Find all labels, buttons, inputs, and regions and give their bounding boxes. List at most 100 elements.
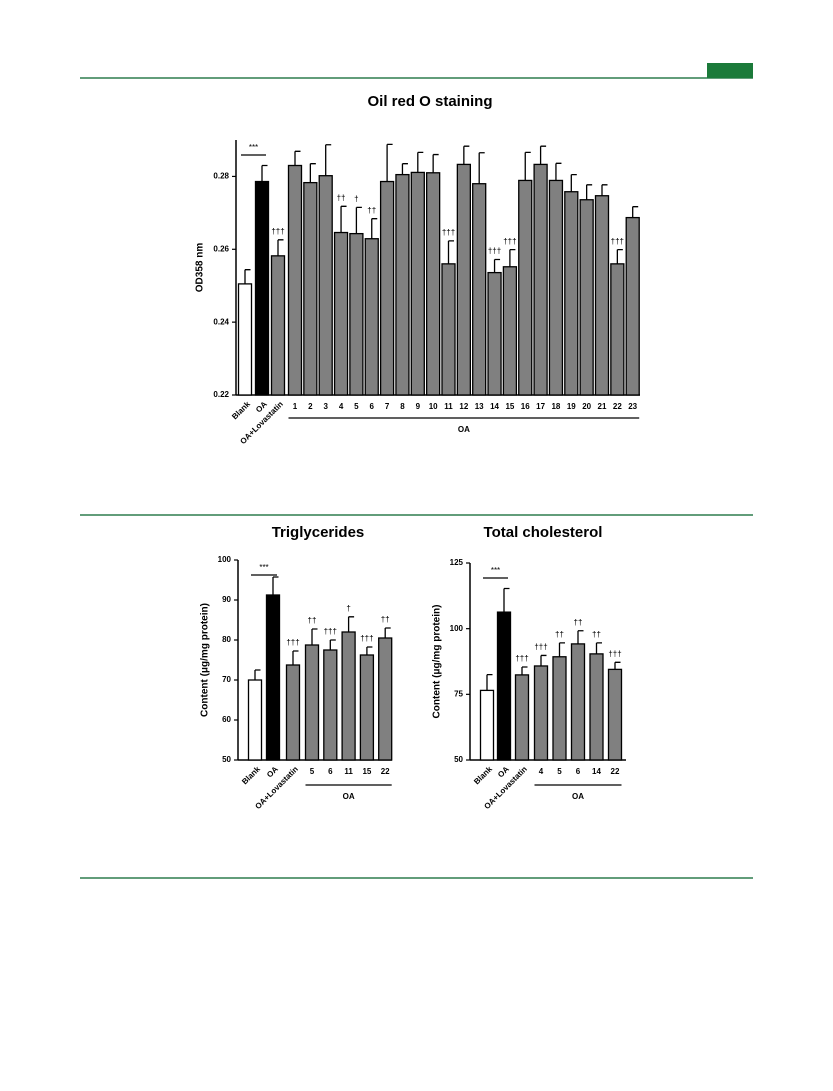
bar <box>303 181 318 396</box>
significance-mark: ††† <box>271 227 284 236</box>
x-tick-label: 11 <box>344 767 353 776</box>
x-tick-label: 6 <box>370 402 375 411</box>
group-label: OA <box>572 792 584 801</box>
error-bar <box>261 164 268 182</box>
error-bar <box>417 151 424 173</box>
error-bar <box>555 162 562 181</box>
bar <box>247 679 263 761</box>
bar <box>502 266 518 396</box>
y-tick-label: 70 <box>222 675 231 684</box>
y-tick-label: 50 <box>454 755 463 764</box>
x-tick-label: 11 <box>444 402 453 411</box>
error-bar <box>601 184 608 196</box>
group-label: OA <box>343 792 355 801</box>
significance-mark: ††† <box>515 654 528 663</box>
bar <box>479 689 495 761</box>
bracket-label: *** <box>491 566 500 575</box>
error-bar <box>493 258 501 273</box>
bar <box>265 594 281 761</box>
bar <box>441 263 456 396</box>
bar <box>487 271 502 396</box>
y-tick-label: 60 <box>222 715 231 724</box>
x-tick-label: 12 <box>459 402 468 411</box>
significance-mark: ††† <box>608 649 621 658</box>
x-tick-label: 21 <box>598 402 607 411</box>
x-tick-label: 1 <box>293 402 298 411</box>
error-bar <box>401 163 408 175</box>
bar <box>594 195 610 396</box>
y-axis-label: Content (μg/mg protein) <box>432 605 443 719</box>
error-bar <box>577 630 584 644</box>
error-bar <box>486 673 493 691</box>
y-axis-label: OD358 nm <box>195 243 206 293</box>
bar <box>514 674 530 761</box>
error-bar <box>272 576 279 595</box>
error-bar <box>366 646 373 655</box>
significance-mark: †† <box>367 206 376 215</box>
x-tick-label: 2 <box>308 402 313 411</box>
significance-mark: ††† <box>442 228 455 237</box>
bar <box>270 255 286 396</box>
bar <box>533 163 548 396</box>
y-tick-label: 100 <box>450 624 464 633</box>
bar <box>364 238 379 396</box>
significance-mark: † <box>354 195 358 204</box>
significance-mark: ††† <box>488 247 501 256</box>
bracket-label: *** <box>259 563 268 572</box>
y-tick-label: 0.26 <box>213 244 229 253</box>
x-tick-label: 15 <box>505 402 514 411</box>
y-axis-label: Content (μg/mg protein) <box>200 603 211 717</box>
error-bar <box>347 616 355 632</box>
chart-title: Total cholesterol <box>484 524 603 541</box>
bar <box>410 171 425 396</box>
x-tick-label: 22 <box>381 767 390 776</box>
error-bar <box>329 639 336 650</box>
x-tick-label: 3 <box>323 402 328 411</box>
bar <box>318 175 333 396</box>
x-tick-label: 5 <box>354 402 359 411</box>
bar <box>456 163 472 396</box>
x-tick-label: 16 <box>521 402 530 411</box>
bar <box>379 180 395 396</box>
y-tick-label: 80 <box>222 635 231 644</box>
x-tick-label: 5 <box>310 767 315 776</box>
x-tick-label: 8 <box>400 402 405 411</box>
significance-mark: ††† <box>503 237 516 246</box>
bar <box>496 611 512 761</box>
header-tab <box>707 63 753 78</box>
y-tick-label: 0.24 <box>213 317 229 326</box>
bar <box>349 232 364 396</box>
significance-mark: †† <box>337 193 346 202</box>
error-bar <box>355 206 362 234</box>
x-tick-label: 5 <box>557 767 562 776</box>
y-tick-label: 50 <box>222 755 231 764</box>
error-bar <box>539 145 547 165</box>
bar <box>285 664 301 761</box>
significance-mark: ††† <box>360 634 373 643</box>
error-bar <box>294 150 301 166</box>
x-tick-label: 6 <box>576 767 581 776</box>
bar <box>378 637 393 761</box>
significance-mark: †† <box>381 615 390 624</box>
y-tick-label: 90 <box>222 595 231 604</box>
x-tick-label: 10 <box>429 402 438 411</box>
x-tick-label: 9 <box>416 402 421 411</box>
x-tick-label: 20 <box>582 402 591 411</box>
error-bar <box>244 269 251 284</box>
x-tick-label: 14 <box>490 402 499 411</box>
chart-title: Triglycerides <box>272 524 365 541</box>
bar <box>589 653 604 761</box>
error-bar <box>570 173 577 192</box>
error-bar <box>521 666 528 675</box>
bar <box>579 199 594 396</box>
error-bar <box>614 661 621 670</box>
y-tick-label: 125 <box>450 558 464 567</box>
error-bar <box>254 669 261 680</box>
bar <box>287 164 303 396</box>
error-bar <box>503 587 510 613</box>
error-bar <box>292 650 299 665</box>
significance-mark: †† <box>574 618 583 627</box>
bar <box>237 283 253 396</box>
